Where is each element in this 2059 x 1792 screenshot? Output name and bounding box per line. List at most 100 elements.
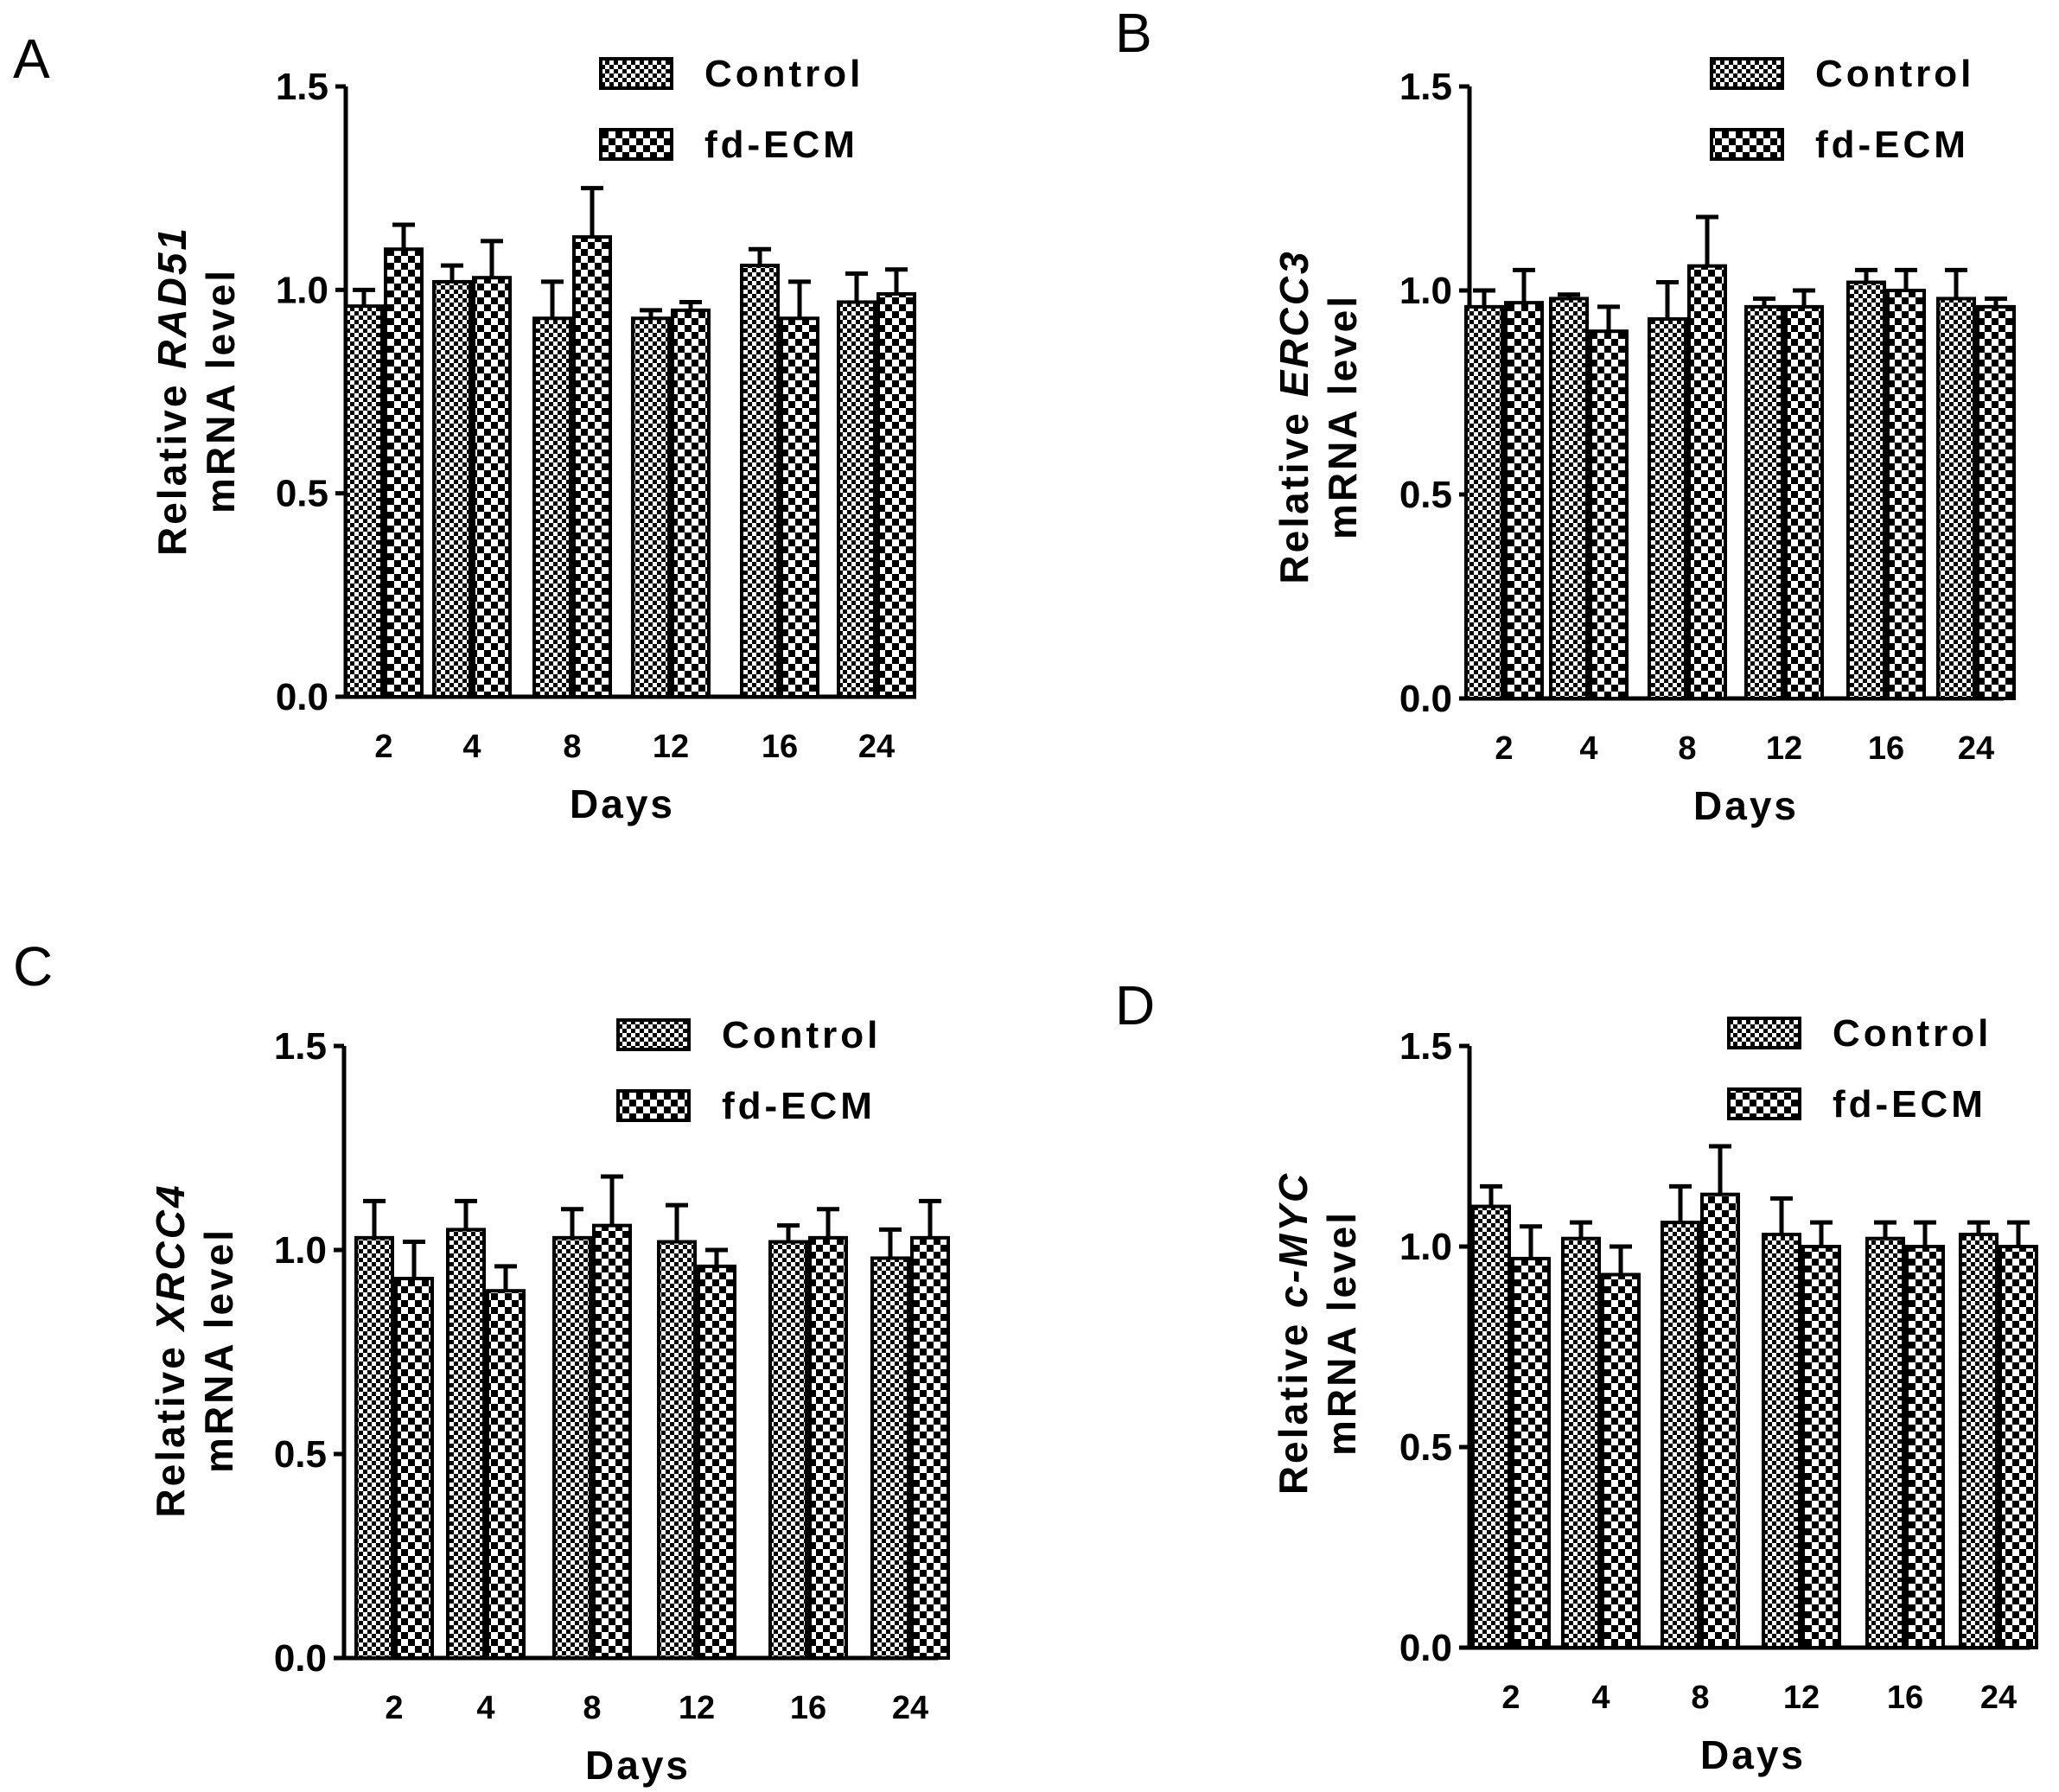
y-tick-label: 1.5 <box>276 66 328 108</box>
x-axis-title: Days <box>570 781 675 826</box>
x-tick-label: 16 <box>762 729 798 765</box>
bar-control-day-8 <box>532 316 572 698</box>
legend-label-control: Control <box>704 53 864 95</box>
bar-control-day-12 <box>657 1240 697 1661</box>
x-tick-label: 12 <box>1783 1680 1820 1716</box>
bar-fd-ecm-day-16 <box>808 1235 848 1660</box>
legend-swatch-fd-ecm <box>616 1089 691 1122</box>
y-tick-label: 1.5 <box>1399 1025 1452 1068</box>
y-tick-label: 0.5 <box>1399 474 1452 516</box>
bar-fd-ecm-day-16 <box>1886 289 1926 700</box>
bar-control-day-24 <box>837 300 877 698</box>
y-tick-label: 0.0 <box>1399 678 1452 720</box>
bar-control-day-8 <box>1648 317 1687 700</box>
x-tick-label: 8 <box>1691 1680 1709 1716</box>
bar-control-day-8 <box>1661 1221 1700 1650</box>
bar-fd-ecm-day-2 <box>1504 301 1544 700</box>
panel-letter: C <box>13 935 53 998</box>
bar-fd-ecm-day-2 <box>394 1277 434 1661</box>
y-axis-title: Relative ERCC3mRNA level <box>1272 249 1365 584</box>
y-axis-title: Relative RAD51mRNA level <box>150 226 243 556</box>
x-tick-label: 4 <box>462 729 481 765</box>
legend-swatch-fd-ecm <box>1710 128 1784 161</box>
bar-fd-ecm-day-24 <box>1998 1245 2038 1649</box>
x-tick-label: 4 <box>1579 730 1597 767</box>
bar-control-day-16 <box>1865 1236 1905 1649</box>
y-tick-label: 0.0 <box>276 676 328 718</box>
y-axis-title-line2: mRNA level <box>1320 294 1365 539</box>
legend-swatch-fd-ecm <box>1727 1087 1801 1120</box>
x-tick-label: 8 <box>583 1690 601 1726</box>
y-axis-title-line2: mRNA level <box>1319 1210 1364 1456</box>
x-tick-label: 8 <box>563 729 581 765</box>
y-axis-title-prefix: Relative <box>1272 397 1316 584</box>
bar-fd-ecm-day-24 <box>910 1235 950 1660</box>
legend-swatch-control <box>1710 57 1784 90</box>
y-tick-label: 0.5 <box>274 1433 327 1476</box>
y-tick-label: 0.0 <box>274 1637 327 1680</box>
panel-letter: B <box>1115 2 1152 64</box>
y-tick-label: 1.5 <box>274 1025 327 1068</box>
bar-fd-ecm-day-24 <box>1976 304 2016 700</box>
y-tick-label: 0.5 <box>1399 1426 1452 1469</box>
y-axis-gene-name: RAD51 <box>150 226 194 369</box>
bar-fd-ecm-day-16 <box>1905 1245 1945 1649</box>
y-tick-label: 1.0 <box>274 1229 327 1272</box>
bar-control-day-2 <box>1464 304 1504 700</box>
x-tick-label: 24 <box>1980 1680 2017 1716</box>
x-tick-label: 2 <box>1501 1680 1520 1716</box>
y-tick-label: 1.0 <box>1399 1226 1452 1268</box>
legend-label-control: Control <box>1833 1012 1992 1055</box>
panel-letter: A <box>13 28 50 90</box>
y-axis-title: Relative XRCC4mRNA level <box>148 1183 241 1517</box>
legend-swatch-fd-ecm <box>599 128 673 161</box>
y-tick-label: 1.0 <box>276 269 328 311</box>
bar-control-day-24 <box>1959 1233 1998 1649</box>
bar-fd-ecm-day-4 <box>472 276 512 698</box>
x-tick-label: 24 <box>892 1690 928 1726</box>
x-tick-label: 12 <box>679 1690 715 1726</box>
legend-swatch-control <box>1727 1017 1801 1049</box>
bar-fd-ecm-day-12 <box>671 308 711 698</box>
y-tick-label: 0.5 <box>276 473 328 515</box>
bar-fd-ecm-day-4 <box>1589 329 1629 700</box>
legend-label-fd-ecm: fd-ECM <box>722 1085 876 1127</box>
bar-fd-ecm-day-2 <box>384 247 424 698</box>
bar-fd-ecm-day-4 <box>1601 1272 1641 1649</box>
x-tick-label: 2 <box>385 1690 403 1726</box>
bar-control-day-24 <box>1936 297 1976 700</box>
bar-control-day-12 <box>1744 304 1784 700</box>
bar-fd-ecm-day-16 <box>780 316 819 698</box>
legend-label-control: Control <box>722 1014 881 1056</box>
legend-swatch-control <box>599 57 673 90</box>
x-tick-label: 4 <box>476 1690 494 1726</box>
bar-control-day-8 <box>552 1235 592 1660</box>
legend-label-fd-ecm: fd-ECM <box>1833 1083 1986 1126</box>
x-tick-label: 12 <box>1766 730 1802 767</box>
bar-fd-ecm-day-8 <box>1700 1192 1740 1650</box>
y-axis-gene-name: c-MYC <box>1271 1171 1316 1308</box>
y-axis-gene-name: ERCC3 <box>1272 249 1316 397</box>
bar-control-day-16 <box>740 264 780 698</box>
x-tick-label: 24 <box>858 729 895 765</box>
legend-label-control: Control <box>1815 53 1974 95</box>
bar-fd-ecm-day-24 <box>877 292 916 698</box>
y-axis-gene-name: XRCC4 <box>148 1183 193 1333</box>
x-tick-label: 8 <box>1678 730 1696 767</box>
bar-fd-ecm-day-4 <box>486 1289 526 1660</box>
y-axis-title-line2: mRNA level <box>196 1228 241 1473</box>
bar-control-day-16 <box>768 1240 808 1661</box>
bar-control-day-12 <box>1762 1233 1801 1649</box>
panel-letter: D <box>1115 974 1155 1036</box>
bar-control-day-4 <box>446 1228 486 1661</box>
x-tick-label: 16 <box>790 1690 826 1726</box>
bar-control-day-2 <box>1471 1204 1511 1649</box>
legend-label-fd-ecm: fd-ECM <box>1815 124 1969 166</box>
x-axis-title: Days <box>585 1743 691 1788</box>
x-tick-label: 16 <box>1887 1680 1923 1716</box>
bar-fd-ecm-day-8 <box>572 235 612 698</box>
